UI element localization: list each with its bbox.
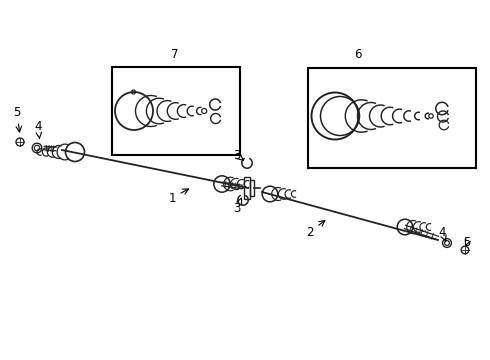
Bar — [244, 177, 250, 199]
Text: 4: 4 — [438, 225, 446, 242]
Text: 4: 4 — [34, 120, 42, 138]
Bar — [308, 68, 476, 168]
Text: 6: 6 — [354, 48, 362, 60]
Text: 3: 3 — [233, 149, 244, 162]
Text: 5: 5 — [464, 235, 471, 248]
Text: 7: 7 — [171, 48, 179, 60]
Text: 2: 2 — [306, 220, 325, 238]
Text: 1: 1 — [168, 189, 189, 204]
Text: 3: 3 — [233, 198, 242, 215]
Text: 5: 5 — [13, 105, 22, 132]
Bar — [112, 67, 240, 155]
Bar — [250, 180, 254, 196]
